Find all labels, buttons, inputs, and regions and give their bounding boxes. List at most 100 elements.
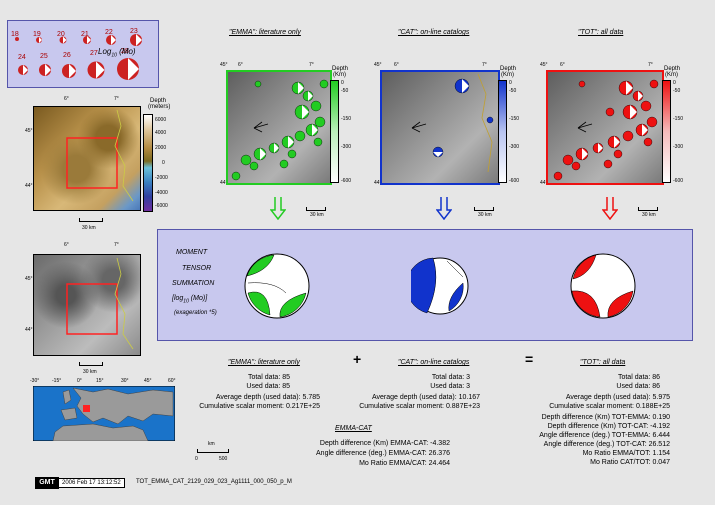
cat-beachball-3	[432, 146, 444, 158]
tot-stats-total: Total data: 86	[617, 374, 660, 381]
legend-label-25: 25	[40, 53, 48, 60]
legend-ball-25	[39, 64, 51, 76]
emma-lon-e: 7°	[309, 62, 314, 68]
magnitude-legend	[7, 20, 159, 88]
magnitude-legend-balls	[15, 34, 142, 80]
emma-lon-w: 6°	[238, 62, 243, 68]
legend-label-26: 26	[63, 52, 71, 59]
europe-landmass	[72, 387, 174, 425]
emma-lat-n: 45°	[220, 62, 228, 68]
legend-ball-28	[117, 58, 139, 80]
cat-depth-tick-2: -150	[509, 116, 520, 122]
tot-down-arrow	[602, 197, 618, 220]
emma-depth-unit: (Km)	[333, 72, 346, 78]
legend-ball-24	[18, 65, 28, 75]
cat-stats-moment: Cumulative scalar moment: 0.887E+23	[359, 403, 480, 410]
cat-lat-n: 45°	[374, 62, 382, 68]
tot-depth-label: Depth	[664, 66, 681, 72]
iberia-landmass	[60, 407, 78, 421]
tot-stats-depth-emma: Depth difference (Km) TOT-EMMA: 0.190	[541, 414, 670, 421]
topo-depth-unit: (meters)	[148, 104, 171, 110]
tot-arrow	[577, 121, 593, 133]
topo-scale-bar	[79, 218, 103, 222]
tot-stats-angle-cat: Angle difference (deg.) TOT-CAT: 26.512	[543, 441, 670, 448]
tot-lon-w: 6°	[560, 62, 565, 68]
cat-stats-title: "CAT": on-line catalogs	[398, 359, 470, 366]
relief-overlay	[66, 257, 134, 350]
legend-ball-27	[87, 61, 105, 79]
summation-line-3: SUMMATION	[172, 280, 215, 287]
topo-tick-2: 2000	[155, 145, 167, 151]
legend-label-24: 24	[18, 54, 26, 61]
cat-stats-avg: Average depth (used data): 10.167	[371, 394, 480, 401]
topo-colorbar	[143, 114, 153, 212]
world-lon-1: -15°	[52, 378, 62, 384]
emma-map-overlay	[231, 79, 329, 181]
topo-tick-1: 4000	[155, 130, 167, 136]
legend-label-28: 28	[121, 48, 129, 55]
world-lon-6: 60°	[168, 378, 176, 384]
topo-lon-w: 6°	[64, 96, 69, 102]
topo-scale-label: 30 km	[82, 225, 96, 231]
cat-map-frame	[380, 70, 500, 185]
world-lon-5: 45°	[144, 378, 152, 384]
cat-depth-tick-0: 0	[509, 80, 512, 86]
footer-filename: TOT_EMMA_CAT_2129_029_023_Ag1111_000_050…	[136, 479, 292, 485]
cat-depth-label: Depth	[500, 66, 517, 72]
tot-lon-e: 7°	[648, 62, 653, 68]
relief-lat-s: 44°	[25, 327, 33, 333]
legend-label-18: 18	[11, 31, 19, 38]
world-study-area	[83, 405, 90, 412]
emma-depth-label: Depth	[332, 66, 349, 72]
tot-map-title: "TOT": all data	[578, 29, 624, 36]
topo-lon-e: 7°	[114, 96, 119, 102]
cat-down-arrow	[436, 197, 452, 220]
emma-sum-beachball	[244, 253, 310, 319]
legend-ball-22	[106, 35, 116, 45]
world-lon-0: -30°	[30, 378, 40, 384]
emma-stats-moment: Cumulative scalar moment: 0.217E+25	[199, 403, 320, 410]
legend-ball-26	[62, 64, 76, 78]
world-map	[33, 386, 175, 441]
cat-map-title: "CAT": on-line catalogs	[398, 29, 470, 36]
tot-stats-depth-cat: Depth difference (Km) TOT-CAT: -4.192	[547, 423, 670, 430]
cat-lon-e: 7°	[482, 62, 487, 68]
world-scale-500: 500	[219, 456, 228, 462]
emma-stats-used: Used data: 85	[246, 383, 290, 390]
emma-stats-title: "EMMA": literature only	[228, 359, 300, 366]
relief-selection-frame	[66, 283, 118, 335]
topo-tick-6: -6000	[155, 203, 168, 209]
cat-depth-tick-1: -50	[509, 88, 517, 94]
legend-label-19: 19	[33, 31, 41, 38]
topo-selection-frame	[66, 137, 118, 189]
topo-tick-5: -4000	[155, 190, 168, 196]
legend-label-20: 20	[57, 31, 65, 38]
tot-depth-colorbar	[662, 80, 671, 183]
cat-depth-tick-4: -600	[509, 178, 520, 184]
cat-coastline	[477, 73, 493, 173]
emma-map-title: "EMMA": literature only	[229, 29, 301, 36]
emma-down-arrow	[270, 197, 286, 220]
relief-lon-w: 6°	[64, 242, 69, 248]
topo-coastline	[114, 109, 134, 202]
world-scale-unit: km	[208, 441, 215, 447]
cat-scale-label: 30 km	[478, 212, 492, 218]
relief-coastline	[114, 257, 134, 350]
cat-stats-total: Total data: 3	[431, 374, 470, 381]
tot-stats-title: "TOT": all data	[580, 359, 626, 366]
topo-tick-3: 0	[162, 160, 165, 166]
tot-sum-beachball	[570, 253, 636, 319]
africa-landmass	[52, 423, 149, 441]
emma-lat-s: 44°	[220, 180, 228, 186]
world-lon-3: 15°	[96, 378, 104, 384]
relief-scale-label: 30 km	[83, 369, 97, 375]
emma-scale-bar	[306, 207, 326, 211]
emma-cat-title: EMMA-CAT	[335, 425, 372, 432]
cat-arrow	[411, 121, 427, 133]
topo-tick-4: -2000	[155, 175, 168, 181]
cat-beachball-1	[454, 78, 470, 94]
topo-tick-0: 6000	[155, 117, 167, 123]
tot-lat-n: 45°	[540, 62, 548, 68]
tot-depth-tick-2: -150	[673, 116, 684, 122]
world-scale-0: 0	[195, 456, 198, 462]
